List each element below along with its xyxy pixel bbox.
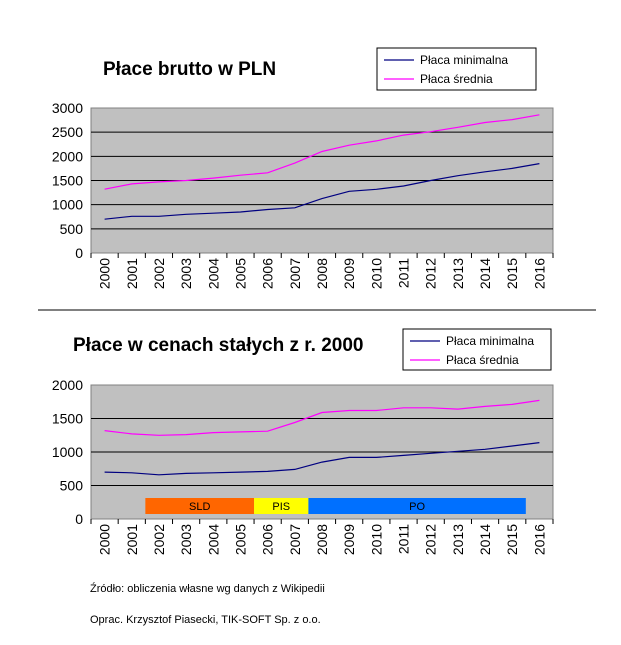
party-band-label: PIS [272,501,290,513]
x-tick-label: 2004 [205,258,221,289]
y-tick-label: 500 [60,478,84,494]
y-tick-label: 2500 [52,124,83,140]
x-tick-label: 2008 [314,524,330,555]
party-band [145,498,255,514]
x-tick-label: 2000 [97,258,113,289]
chart-1-gridlines [91,131,553,230]
x-tick-label: 2002 [151,258,167,289]
party-band-label: SLD [189,501,210,513]
x-tick-label: 2016 [531,258,547,289]
x-tick-label: 2014 [477,258,493,289]
chart-1-legend-box [376,47,537,91]
chart-2-legend: Płaca minimalna Płaca średnia [402,328,552,371]
x-tick-label: 2009 [341,258,357,289]
x-tick-label: 2005 [232,524,248,555]
series-line-min [104,163,540,220]
chart-2-series [104,399,540,476]
y-tick-label: 0 [75,511,83,527]
chart-1-y-tick-labels: 0 500 1000 1500 2000 2500 3000 [52,100,83,261]
source-note: Źródło: obliczenia własne wg danych z Wi… [90,582,325,595]
x-tick-label: 2005 [232,258,248,289]
x-tick-label: 2004 [205,524,221,555]
x-tick-label: 2000 [97,524,113,555]
x-tick-label: 2012 [423,524,439,555]
chart-2-title: Płace w cenach stałych z r. 2000 [73,335,363,356]
y-tick-label: 2000 [52,377,83,393]
chart-2-party-bands: SLD PIS PO [145,498,526,514]
x-tick-label: 2001 [124,524,140,555]
x-tick-label: 2008 [314,258,330,289]
x-tick-label: 2010 [368,524,384,555]
x-tick-label: 2003 [178,258,194,289]
party-band [308,498,526,514]
x-tick-label: 2009 [341,524,357,555]
series-line-min [104,442,540,476]
y-tick-label: 1000 [52,444,83,460]
series-line-avg [104,399,540,436]
chart-2-legend-label-min: Płaca minimalna [446,334,534,348]
x-tick-label: 2011 [396,258,412,288]
x-tick-label: 2014 [477,524,493,555]
chart-1-series [104,114,540,220]
chart-1-title: Płace brutto w PLN [103,59,276,80]
x-tick-label: 2007 [287,258,303,289]
x-tick-label: 2010 [368,258,384,289]
x-tick-label: 2006 [260,258,276,289]
party-band [254,498,309,514]
x-tick-label: 2012 [423,258,439,289]
y-tick-label: 3000 [52,100,83,116]
author-note: Oprac. Krzysztof Piasecki, TIK-SOFT Sp. … [90,614,321,626]
chart-2-y-tick-labels: 0 500 1000 1500 2000 [52,377,83,527]
chart-2-x-tick-labels: 2000 2001 2002 2003 2004 2005 2006 2007 2008 2009… [90,519,554,555]
chart-1-x-tick-labels: 2000 2001 2002 2003 2004 2005 2006 2007 2008 2009… [90,253,554,289]
y-tick-label: 0 [75,245,83,261]
chart-2-gridlines [91,418,553,486]
party-band-label: PO [409,501,425,513]
y-tick-label: 1500 [52,411,83,427]
x-tick-label: 2003 [178,524,194,555]
y-tick-label: 1000 [52,197,83,213]
chart-1-legend-label-avg: Płaca średnia [420,72,493,86]
chart-1-legend: Płaca minimalna Płaca średnia [376,47,537,91]
chart-2-legend-box [402,328,552,371]
x-tick-label: 2001 [124,258,140,289]
y-tick-label: 2000 [52,148,83,164]
chart-1-legend-label-min: Płaca minimalna [420,53,508,67]
x-tick-label: 2013 [450,524,466,555]
x-tick-label: 2013 [450,258,466,289]
x-tick-label: 2007 [287,524,303,555]
x-tick-label: 2011 [396,524,412,554]
chart-2-legend-label-avg: Płaca średnia [446,353,519,367]
series-line-avg [104,114,540,190]
x-tick-label: 2016 [531,524,547,555]
x-tick-label: 2006 [260,524,276,555]
y-tick-label: 1500 [52,173,83,189]
x-tick-label: 2015 [504,524,520,555]
y-tick-label: 500 [60,221,84,237]
x-tick-label: 2015 [504,258,520,289]
x-tick-label: 2002 [151,524,167,555]
